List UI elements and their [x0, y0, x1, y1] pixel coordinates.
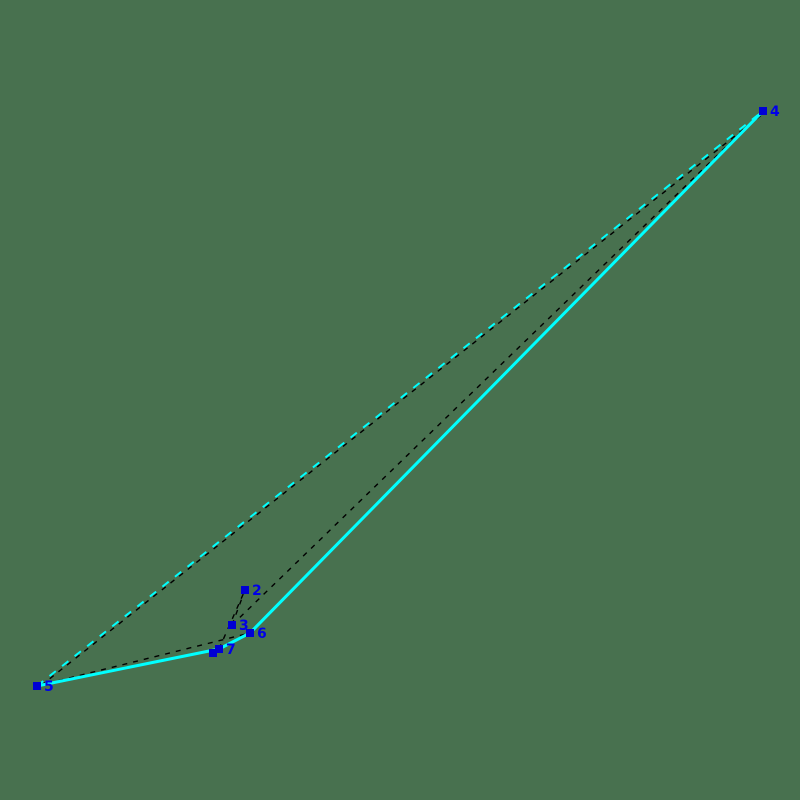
tour-edge-solid_cyan-6-4 [248, 109, 765, 635]
tour-edge-solid_cyan-5-7 [36, 647, 220, 688]
tour-edge-dashed_cyan-5-4 [36, 110, 764, 687]
tour-edge-dashed_black-3-4 [231, 110, 764, 626]
point-label-3: 3 [239, 618, 249, 634]
point-label-5: 5 [44, 679, 54, 695]
tour-edge-dashed_black-5-4 [37, 112, 765, 689]
tour-edge-solid_cyan-7-6 [218, 631, 251, 651]
point-label-6: 6 [257, 626, 267, 642]
tour-edge-dashed_black-5-6 [36, 632, 251, 687]
point-marker-7[interactable] [215, 645, 223, 653]
point-marker-3[interactable] [228, 621, 236, 629]
point-label-2: 2 [252, 583, 262, 599]
point-marker-6[interactable] [246, 629, 254, 637]
point-marker-2[interactable] [241, 586, 249, 594]
point-marker-5[interactable] [33, 682, 41, 690]
point-label-4: 4 [770, 104, 780, 120]
point-marker-unlabeled-6[interactable] [209, 649, 217, 657]
point-label-7: 7 [226, 642, 236, 658]
point-marker-4[interactable] [759, 107, 767, 115]
